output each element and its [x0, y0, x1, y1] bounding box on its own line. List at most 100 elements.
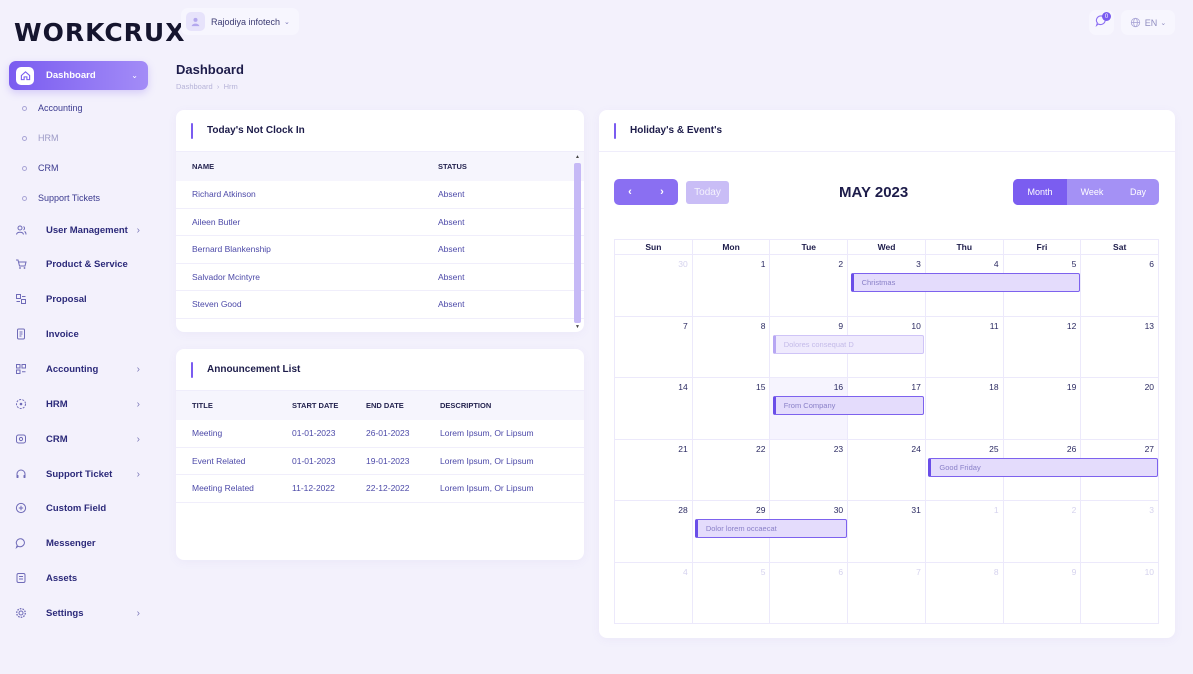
sidebar-item-label: Proposal	[46, 293, 87, 305]
sidebar-item-proposal[interactable]: Proposal	[14, 291, 144, 307]
calendar-day-cell[interactable]: 15	[693, 378, 771, 439]
calendar-day-cell[interactable]: 10	[848, 316, 926, 377]
sidebar-item-label: Messenger	[46, 537, 96, 549]
user-avatar-icon	[186, 12, 205, 31]
sidebar-item-assets[interactable]: Assets	[14, 570, 144, 586]
calendar-day-cell[interactable]: 3	[1081, 501, 1160, 562]
employee-name[interactable]: Salvador Mcintyre	[192, 271, 261, 282]
calendar-day-cell[interactable]: 1	[693, 255, 771, 316]
employee-name[interactable]: Steven Good	[192, 299, 242, 310]
day-number: 21	[678, 443, 688, 454]
calendar-day-cell[interactable]: 8	[926, 562, 1004, 623]
sidebar-item-support-ticket[interactable]: Support Ticket ›	[14, 466, 144, 482]
announcement-card: Announcement List TITLE START DATE END D…	[176, 349, 584, 560]
scrollbar-thumb[interactable]	[574, 163, 581, 323]
today-button[interactable]: Today	[686, 181, 729, 204]
employee-name[interactable]: Bernard Blankenship	[192, 244, 271, 255]
sidebar-item-settings[interactable]: Settings ›	[14, 605, 144, 621]
table-row: Steven Good Absent	[176, 291, 584, 319]
calendar-day-cell[interactable]: 8	[693, 316, 771, 377]
sidebar-subitem-accounting[interactable]: Accounting	[22, 101, 83, 115]
scroll-up-icon[interactable]: ▲	[575, 154, 580, 160]
view-switcher: Month Week Day	[1013, 179, 1159, 205]
event-label: Good Friday	[939, 462, 981, 472]
calendar-day-cell[interactable]: 1	[926, 501, 1004, 562]
calendar-day-cell[interactable]: 6	[770, 562, 849, 623]
calendar-event[interactable]: Dolores consequat D	[772, 334, 925, 354]
sidebar-item-hrm[interactable]: HRM ›	[14, 396, 144, 412]
messages-button[interactable]: 0	[1089, 10, 1114, 35]
sidebar-subitem-crm[interactable]: CRM	[22, 161, 59, 175]
sidebar-item-user-management[interactable]: User Management ›	[14, 222, 144, 238]
crm-icon	[14, 432, 28, 446]
calendar-day-cell[interactable]: 7	[615, 316, 693, 377]
calendar-day-cell[interactable]: 5	[1004, 255, 1082, 316]
scrollbar[interactable]: ▲ ▼	[574, 154, 581, 330]
calendar-day-cell[interactable]: 24	[848, 439, 926, 500]
calendar-day-cell[interactable]: 21	[615, 439, 693, 500]
calendar-week-row: 28 29 30 31 1 2 3 Dolor lorem occaecat	[614, 501, 1160, 563]
calendar-day-cell[interactable]: 27	[1081, 439, 1160, 500]
calendar-month-title: MAY 2023	[839, 184, 909, 201]
language-selector[interactable]: EN ⌄	[1121, 10, 1175, 35]
calendar-day-cell[interactable]: 12	[1004, 316, 1082, 377]
brand-logo[interactable]: WORKCRUX	[14, 18, 186, 47]
accent-bar	[614, 122, 616, 139]
sidebar-item-dashboard[interactable]: Dashboard ⌄	[9, 61, 148, 90]
calendar-day-cell[interactable]: 2	[1004, 501, 1082, 562]
sidebar-item-messenger[interactable]: Messenger	[14, 535, 144, 551]
calendar-day-cell[interactable]: 18	[926, 378, 1004, 439]
announcement-title[interactable]: Meeting Related	[192, 483, 254, 494]
sidebar-item-product-service[interactable]: Product & Service	[14, 256, 144, 272]
calendar-day-cell[interactable]: 17	[848, 378, 926, 439]
calendar-day-cell[interactable]: 19	[1004, 378, 1082, 439]
sidebar-subitem-label: Support Tickets	[38, 193, 101, 203]
calendar-day-cell[interactable]: 6	[1081, 255, 1160, 316]
announcement-title[interactable]: Event Related	[192, 455, 246, 466]
sidebar-subitem-hrm[interactable]: HRM	[22, 131, 59, 145]
sidebar-item-custom-field[interactable]: Custom Field	[14, 500, 144, 516]
employee-name[interactable]: Richard Atkinson	[192, 189, 256, 200]
calendar-event[interactable]: Christmas	[850, 273, 1081, 292]
calendar-day-cell[interactable]: 22	[693, 439, 771, 500]
sidebar-item-invoice[interactable]: Invoice	[14, 326, 144, 342]
sidebar-subitem-support-tickets[interactable]: Support Tickets	[22, 191, 100, 205]
calendar-day-cell[interactable]: 11	[926, 316, 1004, 377]
employee-name[interactable]: Aileen Butler	[192, 216, 241, 227]
calendar-day-cell[interactable]: 30	[615, 255, 693, 316]
view-month-button[interactable]: Month	[1013, 179, 1067, 205]
next-month-button[interactable]: ›	[660, 186, 664, 198]
day-number: 23	[833, 443, 844, 454]
calendar-day-cell[interactable]: 2	[770, 255, 849, 316]
accent-bar	[191, 122, 193, 139]
scroll-down-icon[interactable]: ▼	[575, 324, 580, 330]
calendar-day-cell[interactable]: 10	[1081, 562, 1160, 623]
calendar-event[interactable]: Dolor lorem occaecat	[694, 519, 847, 538]
calendar-day-cell[interactable]: 7	[848, 562, 926, 623]
announcement-title[interactable]: Meeting	[192, 428, 223, 439]
company-switcher[interactable]: Rajodiya infotech ⌄	[181, 8, 299, 35]
proposal-icon	[14, 292, 28, 306]
calendar-day-cell[interactable]: 30	[770, 501, 849, 562]
calendar-day-cell[interactable]: 5	[693, 562, 771, 623]
calendar-day-cell[interactable]: 31	[848, 501, 926, 562]
weekday-label: Sun	[615, 240, 693, 254]
calendar-day-cell[interactable]: 14	[615, 378, 693, 439]
calendar-day-cell[interactable]: 23	[770, 439, 849, 500]
sidebar-item-crm[interactable]: CRM ›	[14, 431, 144, 447]
calendar-event[interactable]: From Company	[772, 396, 925, 415]
calendar-event[interactable]: Good Friday	[928, 457, 1158, 477]
calendar-day-cell[interactable]: 28	[615, 501, 693, 562]
event-label: From Company	[783, 401, 836, 410]
prev-month-button[interactable]: ‹	[628, 186, 632, 198]
breadcrumb-item-dashboard[interactable]: Dashboard	[176, 82, 213, 91]
calendar-day-cell[interactable]: 9	[1004, 562, 1082, 623]
calendar-day-cell[interactable]: 4	[615, 562, 693, 623]
calendar-day-cell[interactable]: 13	[1081, 316, 1160, 377]
sidebar-item-accounting[interactable]: Accounting ›	[14, 361, 144, 377]
calendar-day-cell[interactable]: 20	[1081, 378, 1160, 439]
view-day-button[interactable]: Day	[1129, 187, 1146, 197]
sidebar-item-label: Product & Service	[46, 258, 128, 270]
view-week-button[interactable]: Week	[1080, 187, 1104, 197]
plus-circle-icon	[14, 501, 28, 515]
